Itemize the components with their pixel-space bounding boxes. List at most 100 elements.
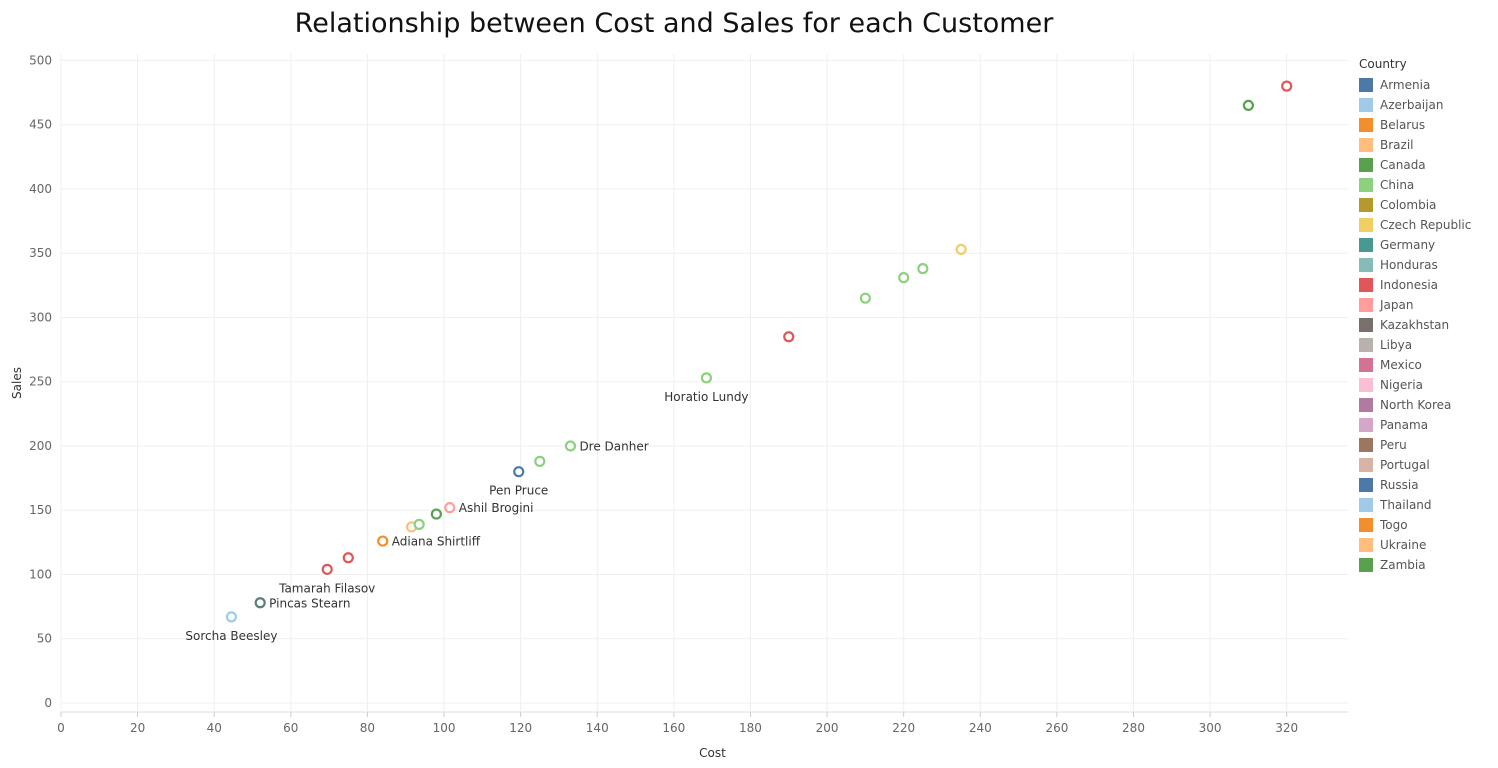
legend-swatch: [1359, 318, 1373, 332]
x-tick-label: 260: [1045, 721, 1068, 735]
x-axis-ticks: 0 20 40 60 80 100 120 140 160 180 200 220 240 260 280 3…: [57, 712, 1298, 735]
legend-swatch: [1359, 98, 1373, 112]
x-tick-label: 140: [586, 721, 609, 735]
legend-label: Zambia: [1380, 558, 1426, 572]
legend-item[interactable]: Japan: [1359, 295, 1495, 315]
data-point[interactable]: [342, 552, 354, 564]
x-tick-label: 60: [283, 721, 298, 735]
legend-swatch: [1359, 498, 1373, 512]
data-point[interactable]: [1242, 99, 1255, 112]
x-axis-title: Cost: [699, 746, 726, 760]
legend-swatch: [1359, 538, 1373, 552]
data-point[interactable]: [377, 535, 389, 547]
legend-item[interactable]: Armenia: [1359, 75, 1495, 95]
data-point[interactable]: [321, 563, 333, 575]
x-tick-label: 160: [662, 721, 685, 735]
legend-label: Togo: [1380, 518, 1408, 532]
x-tick-label: 120: [509, 721, 532, 735]
legend-item[interactable]: Colombia: [1359, 195, 1495, 215]
data-point[interactable]: [513, 466, 525, 478]
legend-item[interactable]: Ukraine: [1359, 535, 1495, 555]
y-axis-ticks: 0 50 100 150 200 250 300 350 400 450 500: [29, 53, 52, 710]
legend-item[interactable]: Azerbaijan: [1359, 95, 1495, 115]
legend-item[interactable]: Germany: [1359, 235, 1495, 255]
x-tick-label: 300: [1199, 721, 1222, 735]
legend-item[interactable]: Czech Republic: [1359, 215, 1495, 235]
legend-item[interactable]: Thailand: [1359, 495, 1495, 515]
point-label: Pincas Stearn: [269, 596, 350, 610]
legend: Country Armenia Azerbaijan Belarus Brazil Ca…: [1359, 57, 1495, 575]
data-point[interactable]: [700, 372, 713, 384]
point-label: Ashil Brogini: [459, 501, 534, 515]
legend-label: Thailand: [1380, 498, 1432, 512]
data-point[interactable]: [254, 597, 266, 609]
y-tick-label: 350: [29, 246, 52, 260]
y-tick-label: 100: [29, 567, 52, 581]
legend-swatch: [1359, 398, 1373, 412]
scatter-plot: 0 50 100 150 200 250 300 350 400 450 500 0 20 40 60 80…: [10, 53, 1348, 760]
legend-items: Armenia Azerbaijan Belarus Brazil Canada Chin…: [1359, 75, 1495, 575]
data-point[interactable]: [534, 455, 546, 467]
legend-item[interactable]: Panama: [1359, 415, 1495, 435]
data-point[interactable]: [917, 263, 929, 275]
point-label: Horatio Lundy: [664, 390, 748, 404]
legend-swatch: [1359, 358, 1373, 372]
y-tick-label: 250: [29, 375, 52, 389]
legend-item[interactable]: China: [1359, 175, 1495, 195]
legend-item[interactable]: Belarus: [1359, 115, 1495, 135]
y-tick-label: 450: [29, 118, 52, 132]
data-point[interactable]: [1281, 80, 1293, 92]
x-tick-label: 240: [969, 721, 992, 735]
legend-item[interactable]: Nigeria: [1359, 375, 1495, 395]
legend-label: Armenia: [1380, 78, 1431, 92]
legend-swatch: [1359, 378, 1373, 392]
data-point[interactable]: [413, 518, 425, 530]
legend-item[interactable]: Portugal: [1359, 455, 1495, 475]
legend-item[interactable]: Mexico: [1359, 355, 1495, 375]
legend-item[interactable]: Indonesia: [1359, 275, 1495, 295]
legend-label: Indonesia: [1380, 278, 1439, 292]
data-point[interactable]: [859, 292, 871, 304]
data-point[interactable]: [444, 502, 456, 514]
legend-swatch: [1359, 218, 1373, 232]
x-tick-label: 0: [57, 721, 65, 735]
y-tick-label: 200: [29, 439, 52, 453]
x-tick-label: 220: [892, 721, 915, 735]
data-point[interactable]: [564, 440, 577, 452]
data-point[interactable]: [783, 331, 795, 343]
legend-item[interactable]: Honduras: [1359, 255, 1495, 275]
chart-title: Relationship between Cost and Sales for …: [294, 8, 1054, 39]
legend-item[interactable]: Libya: [1359, 335, 1495, 355]
x-tick-label: 280: [1122, 721, 1145, 735]
legend-item[interactable]: Togo: [1359, 515, 1495, 535]
legend-label: Peru: [1380, 438, 1407, 452]
legend-swatch: [1359, 258, 1373, 272]
y-tick-label: 300: [29, 310, 52, 324]
legend-item[interactable]: Russia: [1359, 475, 1495, 495]
y-tick-label: 400: [29, 182, 52, 196]
legend-item[interactable]: Brazil: [1359, 135, 1495, 155]
legend-swatch: [1359, 518, 1373, 532]
data-point[interactable]: [430, 508, 442, 520]
legend-swatch: [1359, 78, 1373, 92]
data-point[interactable]: [898, 272, 910, 284]
legend-label: Japan: [1380, 298, 1414, 312]
y-tick-label: 150: [29, 503, 52, 517]
x-tick-label: 100: [433, 721, 456, 735]
legend-item[interactable]: North Korea: [1359, 395, 1495, 415]
legend-label: Canada: [1380, 158, 1426, 172]
legend-label: Colombia: [1380, 198, 1437, 212]
legend-item[interactable]: Kazakhstan: [1359, 315, 1495, 335]
legend-item[interactable]: Peru: [1359, 435, 1495, 455]
x-tick-label: 200: [816, 721, 839, 735]
x-tick-label: 20: [130, 721, 145, 735]
data-point[interactable]: [225, 611, 238, 623]
legend-item[interactable]: Canada: [1359, 155, 1495, 175]
legend-item[interactable]: Zambia: [1359, 555, 1495, 575]
legend-swatch: [1359, 138, 1373, 152]
legend-swatch: [1359, 478, 1373, 492]
data-point[interactable]: [955, 243, 967, 255]
legend-label: Germany: [1380, 238, 1436, 252]
legend-label: Portugal: [1380, 458, 1430, 472]
legend-swatch: [1359, 418, 1373, 432]
